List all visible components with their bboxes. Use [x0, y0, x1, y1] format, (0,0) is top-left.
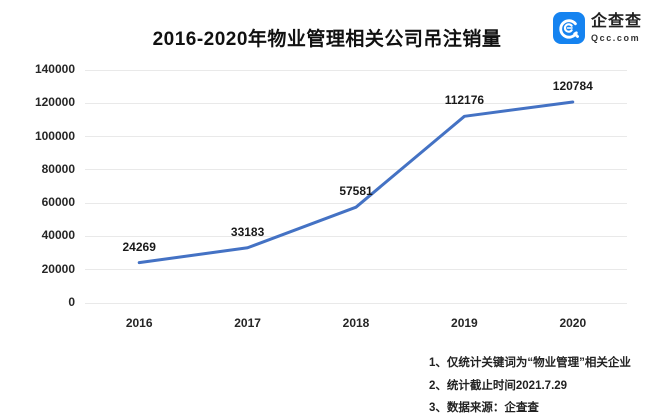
data-label: 120784 — [552, 78, 593, 93]
data-label: 24269 — [122, 239, 156, 254]
y-tick-label: 100000 — [34, 128, 75, 143]
y-tick-label: 140000 — [34, 62, 75, 76]
x-tick-label: 2017 — [234, 316, 261, 330]
x-tick-label: 2016 — [125, 316, 153, 330]
y-tick-label: 0 — [68, 295, 75, 309]
gridline — [85, 102, 627, 104]
footnote-3: 3、数据来源：企查查 — [429, 402, 539, 414]
chart-title: 2016-2020年物业管理相关公司吊注销量 — [152, 29, 502, 50]
y-tick-label: 80000 — [41, 161, 75, 176]
footnotes: 1、仅统计关键词为“物业管理”相关企业 2、统计截止时间2021.7.29 3、… — [429, 352, 631, 417]
qcc-logo-brand: 企查查 — [591, 13, 643, 30]
qcc-logo-icon — [553, 12, 585, 44]
x-tick-label: 2018 — [342, 316, 370, 330]
gridline — [85, 269, 627, 271]
footnote-2: 2、统计截止时间2021.7.29 — [429, 379, 568, 392]
gridline — [85, 302, 627, 304]
y-tick-label: 120000 — [34, 95, 75, 110]
y-tick-label: 40000 — [41, 228, 75, 243]
gridline — [85, 202, 627, 204]
line-chart: 0 20000 40000 60000 80000 100000 120000 140000 2… — [0, 60, 654, 340]
data-label: 33183 — [230, 224, 265, 239]
series-line — [137, 100, 575, 265]
gridline — [85, 235, 627, 237]
y-tick-label: 20000 — [41, 261, 75, 276]
series-svg — [137, 100, 575, 265]
qcc-logo-domain: Qcc.com — [591, 33, 641, 43]
x-tick-label: 2019 — [451, 316, 478, 330]
gridline — [85, 69, 627, 71]
footnote-1: 1、仅统计关键词为“物业管理”相关企业 — [429, 357, 631, 369]
qcc-logo: 企查查 Qcc.com — [553, 12, 642, 44]
gridline — [85, 169, 627, 171]
y-tick-label: 60000 — [41, 195, 75, 210]
x-tick-label: 2020 — [559, 316, 587, 330]
data-label: 57581 — [339, 184, 373, 199]
data-label: 112176 — [444, 93, 485, 108]
gridline — [85, 136, 627, 138]
qcc-logo-text: 企查查 Qcc.com — [591, 12, 642, 43]
